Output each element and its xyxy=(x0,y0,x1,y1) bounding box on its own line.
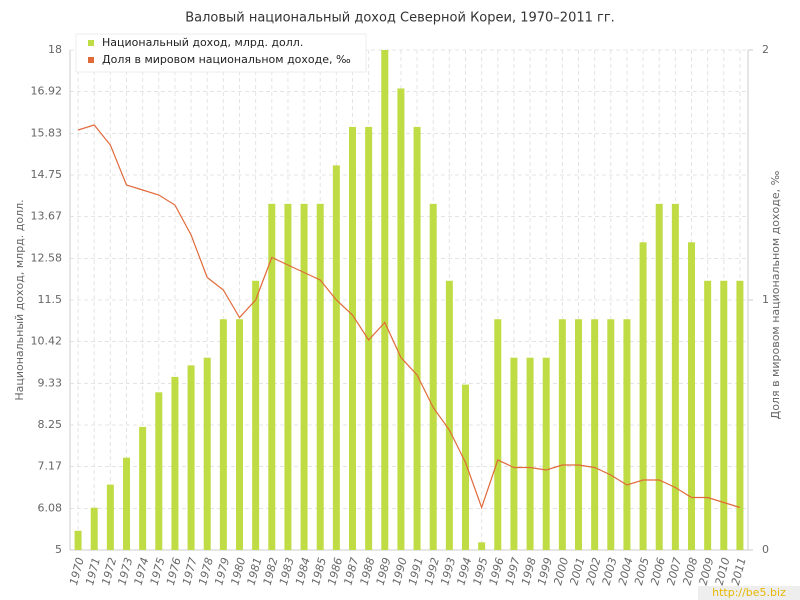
y-tick-label: 10.42 xyxy=(31,335,63,348)
bar xyxy=(542,357,550,550)
chart-title: Валовый национальный доход Северной Коре… xyxy=(185,11,615,26)
y-tick-label: 16.92 xyxy=(31,85,63,98)
y-axis-label: Национальный доход, млрд. долл. xyxy=(13,199,26,400)
bar xyxy=(688,242,695,551)
y-tick-label: 6.08 xyxy=(38,501,63,514)
watermark-bg xyxy=(698,586,800,600)
bar xyxy=(139,426,147,550)
bar xyxy=(720,280,728,550)
bar xyxy=(510,357,518,550)
bar xyxy=(171,376,179,550)
y-tick-label: 9.33 xyxy=(38,376,63,389)
legend-box xyxy=(75,33,367,73)
y-tick-label: 8.25 xyxy=(38,418,63,431)
y-tick-label: 7.17 xyxy=(38,460,63,473)
bar xyxy=(284,203,292,550)
bar xyxy=(623,319,631,550)
bar xyxy=(300,203,308,550)
y-tick-label: 12.58 xyxy=(31,251,63,264)
bar xyxy=(365,126,373,550)
bar xyxy=(575,319,582,550)
bar xyxy=(349,126,356,550)
y-tick-label: 14.75 xyxy=(31,168,63,181)
line xyxy=(77,124,741,510)
bar xyxy=(236,319,243,550)
y2-tick-label: 0 xyxy=(762,543,769,556)
y-tick-label: 18 xyxy=(48,43,62,56)
bar xyxy=(526,357,534,550)
bar xyxy=(478,542,486,550)
bar xyxy=(106,484,114,550)
y-tick-label: 15.83 xyxy=(31,126,63,139)
y-tick-label: 5 xyxy=(55,543,62,556)
bar xyxy=(413,126,421,550)
y2-tick-label: 2 xyxy=(762,43,769,56)
bar xyxy=(607,319,615,550)
bar xyxy=(655,203,663,550)
legend-swatch xyxy=(88,40,94,46)
y-tick-label: 11.5 xyxy=(38,293,63,306)
bar xyxy=(268,203,276,550)
bar xyxy=(252,280,260,550)
bar xyxy=(445,280,453,550)
bar xyxy=(736,280,744,550)
bar xyxy=(332,165,340,550)
bar xyxy=(671,203,679,550)
bar xyxy=(704,280,712,550)
y-tick-label: 13.67 xyxy=(31,210,63,223)
bar xyxy=(381,50,389,550)
bar xyxy=(90,507,98,550)
legend-label: Доля в мировом национальном доходе, ‰ xyxy=(102,53,351,66)
bar xyxy=(219,319,227,550)
y2-tick-label: 1 xyxy=(762,293,769,306)
legend-label: Национальный доход, млрд. долл. xyxy=(102,36,303,49)
bar xyxy=(429,203,437,550)
bar xyxy=(203,357,211,550)
watermark: http://be5.biz xyxy=(712,586,786,599)
y2-axis-label: Доля в мировом национальном доходе, ‰ xyxy=(769,170,782,419)
bar xyxy=(187,365,195,550)
bar xyxy=(558,319,566,550)
bar xyxy=(316,203,324,550)
bar xyxy=(494,319,502,550)
bar xyxy=(639,242,647,551)
bar xyxy=(397,88,405,550)
bar xyxy=(591,319,599,550)
bar xyxy=(155,392,163,550)
legend-swatch xyxy=(88,57,94,63)
bar xyxy=(462,384,469,550)
bar xyxy=(74,530,82,550)
bar xyxy=(123,457,130,550)
